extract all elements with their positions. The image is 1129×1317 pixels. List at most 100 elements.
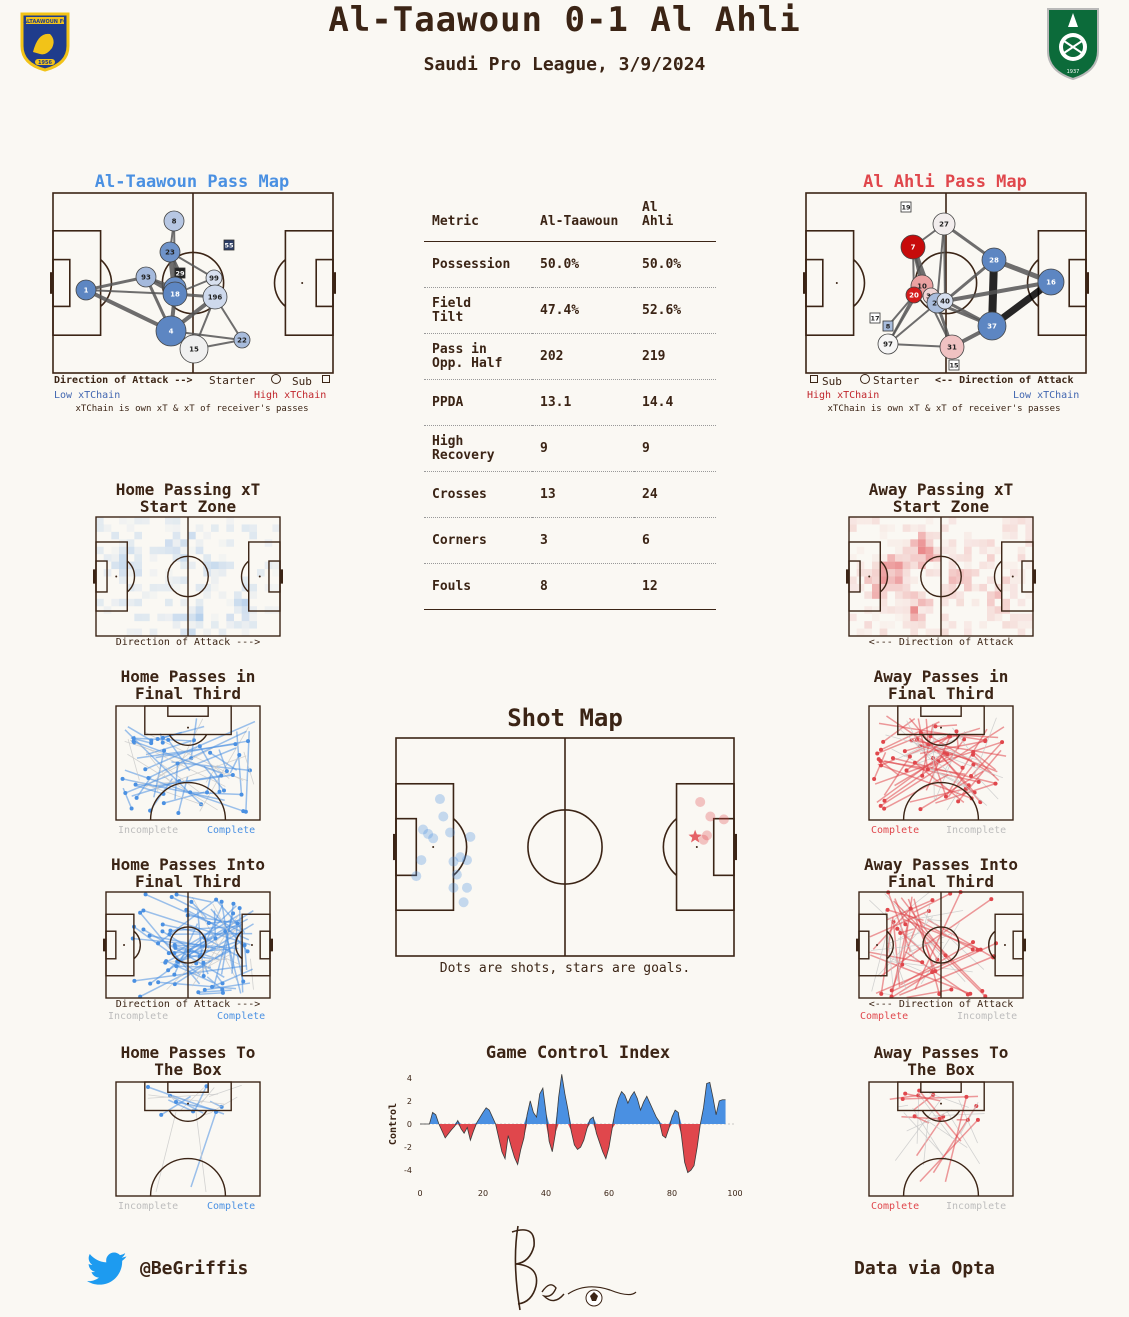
xt-cell [918,531,926,540]
xt-cell [933,562,941,569]
xt-cell [226,613,234,622]
xt-cell [902,539,911,547]
pass-line [202,962,209,975]
pass-line [913,1094,934,1111]
pass-line [906,1109,953,1132]
home-xt-caption: Direction of Attack ---> [115,637,261,648]
xt-cell [180,628,188,636]
xt-cell [1025,539,1033,547]
left-six-yard-box [52,258,71,308]
pass-start-dot [143,767,148,772]
metrics-header-home: Al-Taawoun [532,181,634,242]
player-number-label: 15 [189,346,199,354]
away-final-third-plot [868,705,1014,821]
pass-start-dot [201,960,206,965]
away-into-final-plot [856,890,1026,999]
xt-cell [1025,517,1033,525]
pass-line [191,912,241,987]
pass-line [892,921,901,987]
pass-start-dot [971,762,976,767]
xt-cell [987,539,995,547]
left-penalty-box [858,913,888,977]
pass-start-dot [214,897,219,902]
xt-cell [165,546,173,555]
sub-player-marker [948,359,960,371]
xt-cell [856,517,865,525]
pass-start-dot [166,737,171,742]
centre-circle-arc [902,1157,980,1197]
pass-start-dot [930,898,935,903]
player-number-label: 8 [886,323,891,331]
xt-cell [134,598,142,607]
metric-name: Pass in Opp. Half [424,333,532,380]
xt-cell [111,554,119,562]
xt-cell [203,628,211,636]
pass-start-dot [918,807,923,812]
xt-cell [126,598,135,607]
away-shot-dot [698,834,709,845]
xt-cell [941,613,949,622]
xt-cell [879,621,888,629]
xt-cell [902,524,911,532]
xt-cell [1025,613,1033,622]
metric-name: Corners [424,517,532,564]
xt-cell [879,554,888,562]
away-into-final-title: Away Passes Into Final Third [863,855,1019,891]
pass-line [245,731,250,812]
xt-cell [1002,517,1010,525]
home-starter-label: Starter [209,374,256,387]
xt-cell [895,591,903,599]
xt-cell [234,598,242,607]
sub-player-marker [882,320,894,332]
xt-cell [203,583,211,592]
pass-line [236,731,243,795]
xt-cell [879,598,888,607]
pass-line [958,1099,978,1144]
right-penalty-box [675,782,735,912]
xt-cell [226,517,234,525]
xt-cell [195,621,204,629]
six-yard-box [920,1081,962,1093]
xt-cell [864,569,872,577]
pass-line [190,791,242,796]
away-shot-dot [718,814,729,825]
x-tick-label: 100 [727,1189,742,1198]
xt-cell [918,591,926,599]
xt-cell [1002,561,1010,570]
shot-map-plot [393,737,737,957]
xt-cell [987,591,995,599]
pass-start-dot [935,957,940,962]
pass-line [238,908,244,993]
away-final-third-complete: Complete [871,825,920,836]
away-value: 219 [634,333,716,380]
xt-cell [864,576,872,584]
xt-cell [134,569,142,577]
xt-cell [149,591,158,599]
player-node [202,284,228,310]
xt-cell [902,546,911,555]
xt-cell [149,546,158,555]
xt-cell [103,524,112,532]
pass-line [876,734,923,755]
metrics-row: Fouls 8 12 [424,563,716,610]
pass-start-dot [138,910,143,915]
pass-line [130,737,152,744]
home-shot-dot [418,824,429,835]
xt-cell [918,561,926,570]
xt-cell [172,517,181,525]
pass-start-dot [175,761,180,766]
gci-title: Game Control Index [485,1043,671,1063]
xt-cell [172,621,181,629]
left-penalty-arc [133,930,141,960]
xt-cell [149,569,158,577]
metrics-row: Corners 3 6 [424,517,716,564]
pass-line [132,937,239,950]
right-six-yard-box [259,930,271,960]
xt-cell [188,531,196,540]
xt-cell [902,606,911,614]
pass-line [902,1095,979,1100]
xt-cell [165,598,173,607]
away-team-badge: 1937 [1047,8,1099,81]
xt-cell [987,554,995,562]
player-number-label: 19 [901,204,911,212]
